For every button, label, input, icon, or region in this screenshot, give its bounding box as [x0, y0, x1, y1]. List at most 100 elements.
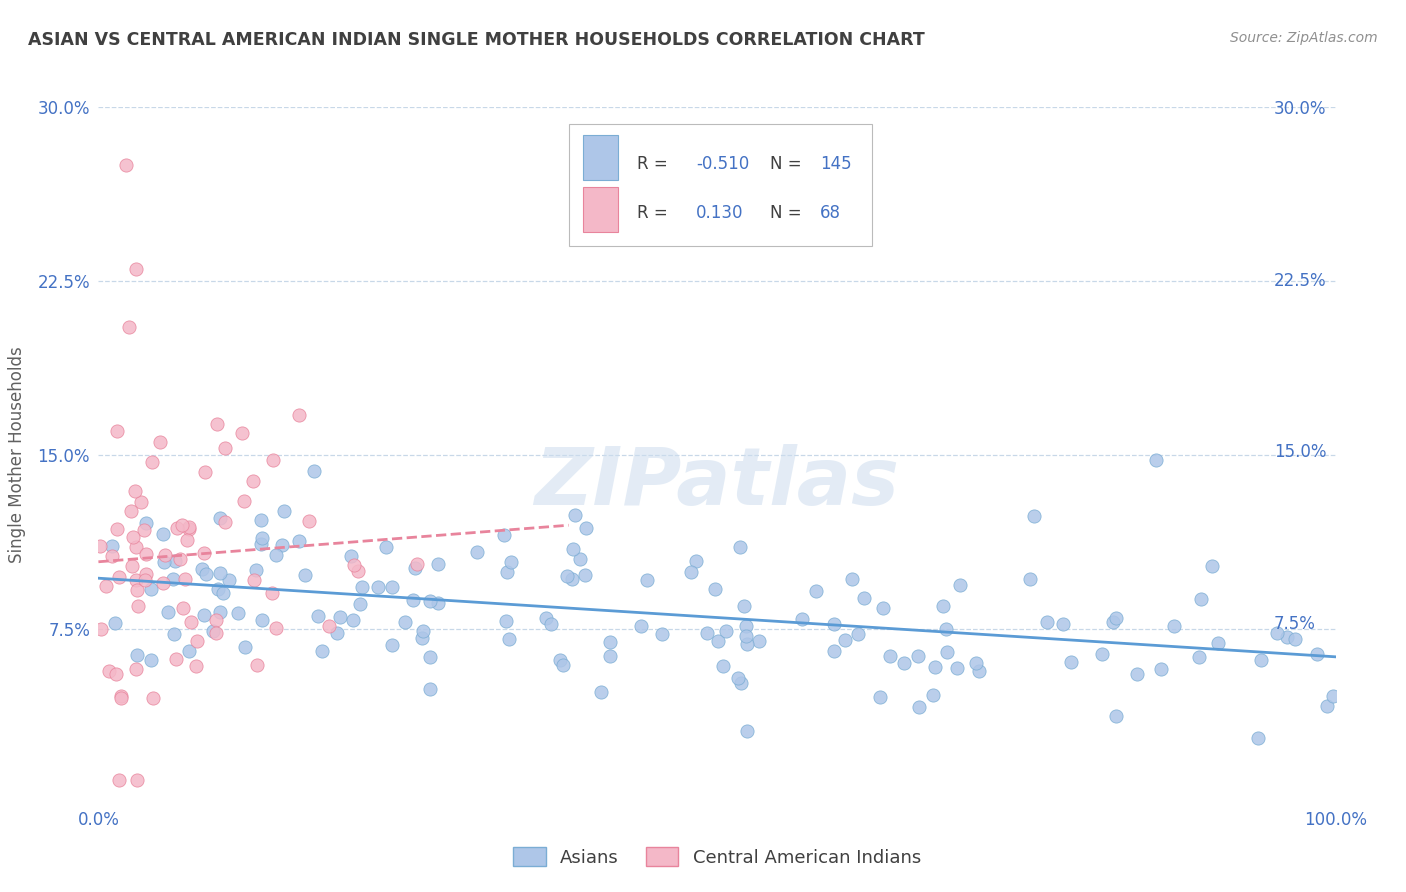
- Point: [212, 450, 235, 465]
- Point: [346, 562, 368, 576]
- Point: [924, 572, 946, 586]
- Point: [250, 651, 273, 665]
- Point: [224, 542, 246, 557]
- Point: [1101, 655, 1123, 669]
- Point: [1078, 659, 1101, 673]
- Y-axis label: Single Mother Households: Single Mother Households: [8, 343, 27, 558]
- Point: [1049, 640, 1071, 654]
- Text: R =: R =: [650, 202, 686, 220]
- Point: [243, 637, 266, 651]
- Point: [463, 551, 485, 566]
- Point: [1057, 607, 1080, 622]
- Point: [616, 641, 638, 656]
- FancyBboxPatch shape: [603, 186, 633, 231]
- Point: [257, 601, 280, 615]
- Point: [1133, 642, 1156, 657]
- Point: [180, 516, 202, 531]
- Point: [239, 595, 262, 609]
- Point: [361, 637, 384, 651]
- Point: [221, 569, 243, 583]
- Point: [648, 566, 671, 581]
- Point: [938, 648, 960, 663]
- Point: [571, 646, 593, 660]
- Point: [643, 612, 665, 626]
- Point: [886, 641, 908, 656]
- Point: [292, 489, 315, 503]
- Point: [1188, 646, 1211, 660]
- Point: [707, 575, 730, 590]
- Point: [1060, 701, 1083, 715]
- Point: [270, 575, 292, 590]
- Point: [271, 505, 294, 519]
- Point: [714, 651, 737, 665]
- Point: [686, 559, 709, 574]
- FancyBboxPatch shape: [591, 124, 856, 244]
- Point: [911, 638, 934, 652]
- Point: [177, 533, 200, 548]
- Point: [287, 599, 309, 614]
- Text: 68: 68: [811, 202, 832, 220]
- Point: [574, 650, 596, 665]
- Point: [423, 574, 446, 588]
- Point: [939, 657, 962, 671]
- Text: ASIAN VS CENTRAL AMERICAN INDIAN SINGLE MOTHER HOUSEHOLDS CORRELATION CHART: ASIAN VS CENTRAL AMERICAN INDIAN SINGLE …: [28, 31, 925, 49]
- Point: [280, 566, 302, 581]
- Point: [266, 617, 288, 632]
- Point: [785, 606, 807, 620]
- Point: [184, 681, 207, 696]
- Point: [200, 592, 222, 607]
- Point: [211, 576, 233, 591]
- Point: [1097, 448, 1119, 462]
- Point: [813, 610, 835, 624]
- Point: [326, 533, 349, 547]
- Point: [211, 646, 233, 660]
- Point: [197, 534, 219, 549]
- Point: [194, 499, 217, 513]
- Point: [318, 448, 340, 462]
- Point: [304, 651, 326, 665]
- Point: [350, 508, 373, 523]
- Point: [183, 764, 205, 778]
- Point: [900, 681, 922, 695]
- Point: [813, 637, 835, 651]
- Point: [589, 547, 612, 561]
- Point: [321, 614, 343, 628]
- Point: [607, 677, 630, 691]
- Point: [222, 549, 245, 564]
- Point: [411, 574, 433, 588]
- Point: [207, 510, 229, 524]
- Point: [593, 562, 616, 576]
- Point: [172, 573, 194, 587]
- Point: [396, 574, 419, 589]
- Point: [728, 663, 751, 677]
- Point: [328, 499, 350, 513]
- Text: N =: N =: [768, 154, 804, 172]
- Point: [395, 591, 418, 605]
- Point: [205, 517, 228, 532]
- Text: R =: R =: [650, 154, 686, 172]
- Point: [529, 549, 551, 563]
- Point: [274, 580, 297, 594]
- Point: [1021, 648, 1043, 663]
- Point: [357, 602, 380, 616]
- Point: [233, 516, 256, 530]
- Point: [443, 555, 465, 569]
- Point: [308, 508, 330, 522]
- Point: [423, 631, 446, 645]
- Point: [180, 660, 202, 674]
- Point: [198, 764, 221, 778]
- Point: [221, 522, 243, 536]
- Point: [446, 551, 468, 566]
- Point: [271, 560, 294, 574]
- Point: [1152, 629, 1174, 643]
- Point: [301, 566, 323, 581]
- Point: [986, 566, 1008, 580]
- Point: [853, 681, 876, 696]
- Point: [523, 607, 546, 622]
- Point: [180, 420, 202, 434]
- Point: [661, 620, 683, 634]
- Point: [1187, 723, 1209, 738]
- Point: [252, 627, 274, 641]
- Point: [450, 617, 472, 632]
- Point: [257, 540, 280, 554]
